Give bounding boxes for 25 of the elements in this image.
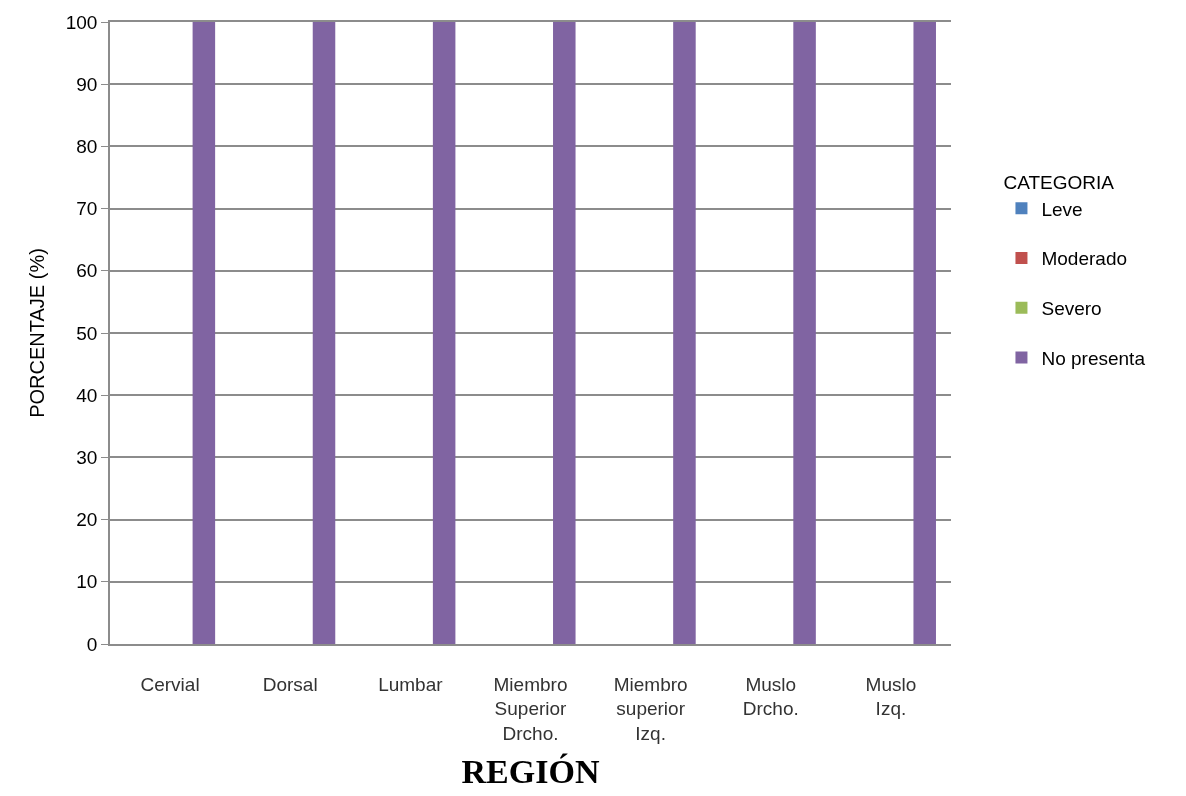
y-tick-label: 60 [76, 260, 98, 282]
y-tick-label: 40 [76, 384, 98, 406]
y-tick-label: 70 [76, 198, 98, 220]
y-tick-label: 80 [76, 136, 98, 158]
legend-title: CATEGORIA [1003, 172, 1115, 194]
y-axis-title: PORCENTAJE (%) [25, 248, 48, 418]
legend-label: Severo [1041, 298, 1102, 320]
x-tick-label: Miembro Superior Drcho. [493, 673, 568, 744]
legend-label: Moderado [1041, 248, 1128, 270]
legend-label: Leve [1041, 198, 1083, 220]
y-tick-label: 50 [76, 322, 98, 344]
x-tick-label: Miembro superior Izq. [613, 673, 688, 744]
y-tick-label: 30 [76, 447, 98, 469]
y-tick-label: 100 [65, 11, 98, 33]
x-tick-label: Dorsal [262, 673, 318, 695]
y-tick-label: 0 [86, 633, 98, 655]
y-tick-label: 90 [76, 73, 98, 95]
x-axis-title: REGIÓN [461, 752, 600, 790]
x-tick-label: Lumbar [378, 673, 444, 695]
legend-label: No presenta [1041, 347, 1146, 369]
y-tick-label: 10 [76, 571, 98, 593]
x-tick-label: Muslo Izq. [865, 673, 917, 720]
x-tick-label: Cervial [140, 673, 200, 695]
x-tick-label: Muslo Drcho. [742, 673, 799, 720]
y-tick-label: 20 [76, 509, 98, 531]
